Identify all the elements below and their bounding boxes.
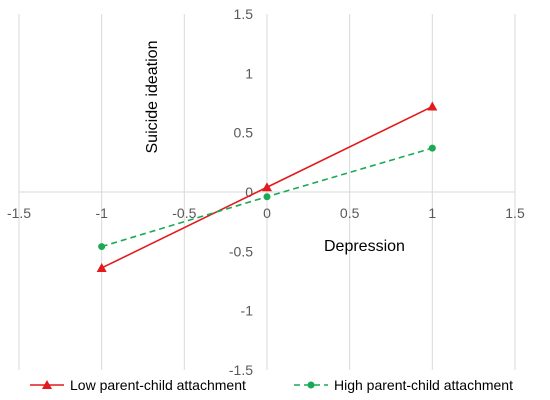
y-tick-label: -1 (241, 303, 254, 319)
data-point (263, 193, 271, 201)
data-point (262, 182, 272, 192)
x-tick-label: 1.5 (505, 205, 525, 221)
y-tick-label: 0.5 (234, 125, 254, 141)
legend-marker (42, 380, 52, 389)
x-tick-label: -1.5 (7, 205, 31, 221)
y-tick-label: -1.5 (229, 362, 253, 378)
axes (19, 14, 515, 370)
data-point (98, 243, 106, 251)
x-tick-label: -1 (95, 205, 108, 221)
legend-marker (307, 381, 315, 389)
data-point (427, 101, 438, 111)
legend-label: Low parent-child attachment (70, 377, 246, 393)
y-tick-label: -0.5 (229, 243, 253, 259)
y-tick-label: 0 (245, 184, 253, 200)
x-tick-labels: -1.5 -1 -0.5 0 0.5 1 1.5 (7, 205, 525, 221)
legend-label: High parent-child attachment (334, 377, 513, 393)
data-point (96, 262, 107, 272)
x-axis-title: Depression (324, 238, 405, 255)
y-tick-labels: -1.5 -1 -0.5 0 0.5 1 1.5 (229, 6, 253, 378)
x-tick-label: 0 (263, 205, 271, 221)
x-tick-label: 1 (428, 205, 436, 221)
legend-item: High parent-child attachment (294, 377, 513, 393)
series-1 (96, 101, 438, 272)
y-tick-label: 1 (245, 65, 253, 81)
series-group (96, 101, 438, 272)
data-point (428, 144, 436, 152)
y-tick-label: 1.5 (234, 6, 254, 22)
legend-item: Low parent-child attachment (30, 377, 246, 393)
legend: Low parent-child attachment High parent-c… (30, 377, 513, 393)
x-tick-label: -0.5 (172, 205, 196, 221)
x-tick-label: 0.5 (340, 205, 360, 221)
series-2 (98, 144, 436, 251)
y-axis-title: Suicide ideation (144, 41, 161, 154)
